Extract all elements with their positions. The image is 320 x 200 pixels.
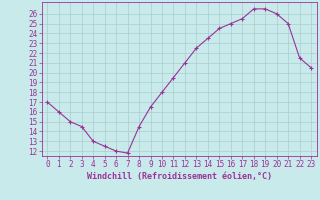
X-axis label: Windchill (Refroidissement éolien,°C): Windchill (Refroidissement éolien,°C): [87, 172, 272, 181]
